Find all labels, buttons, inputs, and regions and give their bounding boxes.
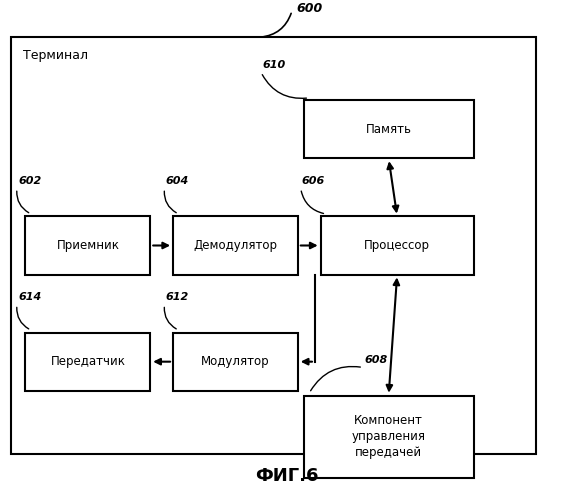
Bar xyxy=(304,100,474,158)
Text: Память: Память xyxy=(366,123,411,136)
Text: 604: 604 xyxy=(166,176,189,186)
Text: 610: 610 xyxy=(262,60,285,70)
Text: Компонент
управления
передачей: Компонент управления передачей xyxy=(352,414,426,459)
Bar xyxy=(173,216,298,274)
Text: 608: 608 xyxy=(364,355,387,365)
Bar xyxy=(320,216,474,274)
Bar xyxy=(173,332,298,390)
Text: Модулятор: Модулятор xyxy=(201,355,270,368)
Text: Терминал: Терминал xyxy=(23,50,88,62)
Text: Демодулятор: Демодулятор xyxy=(194,239,277,252)
Text: 600: 600 xyxy=(297,2,323,15)
Text: 614: 614 xyxy=(18,292,41,302)
Bar xyxy=(25,216,150,274)
Text: Передатчик: Передатчик xyxy=(50,355,125,368)
Bar xyxy=(25,332,150,390)
Bar xyxy=(11,38,536,454)
Text: ФИГ.6: ФИГ.6 xyxy=(255,467,318,485)
Bar xyxy=(304,396,474,478)
Text: 602: 602 xyxy=(18,176,41,186)
Text: Процессор: Процессор xyxy=(364,239,430,252)
Text: Приемник: Приемник xyxy=(56,239,119,252)
Text: 606: 606 xyxy=(302,176,325,186)
Text: 612: 612 xyxy=(166,292,189,302)
